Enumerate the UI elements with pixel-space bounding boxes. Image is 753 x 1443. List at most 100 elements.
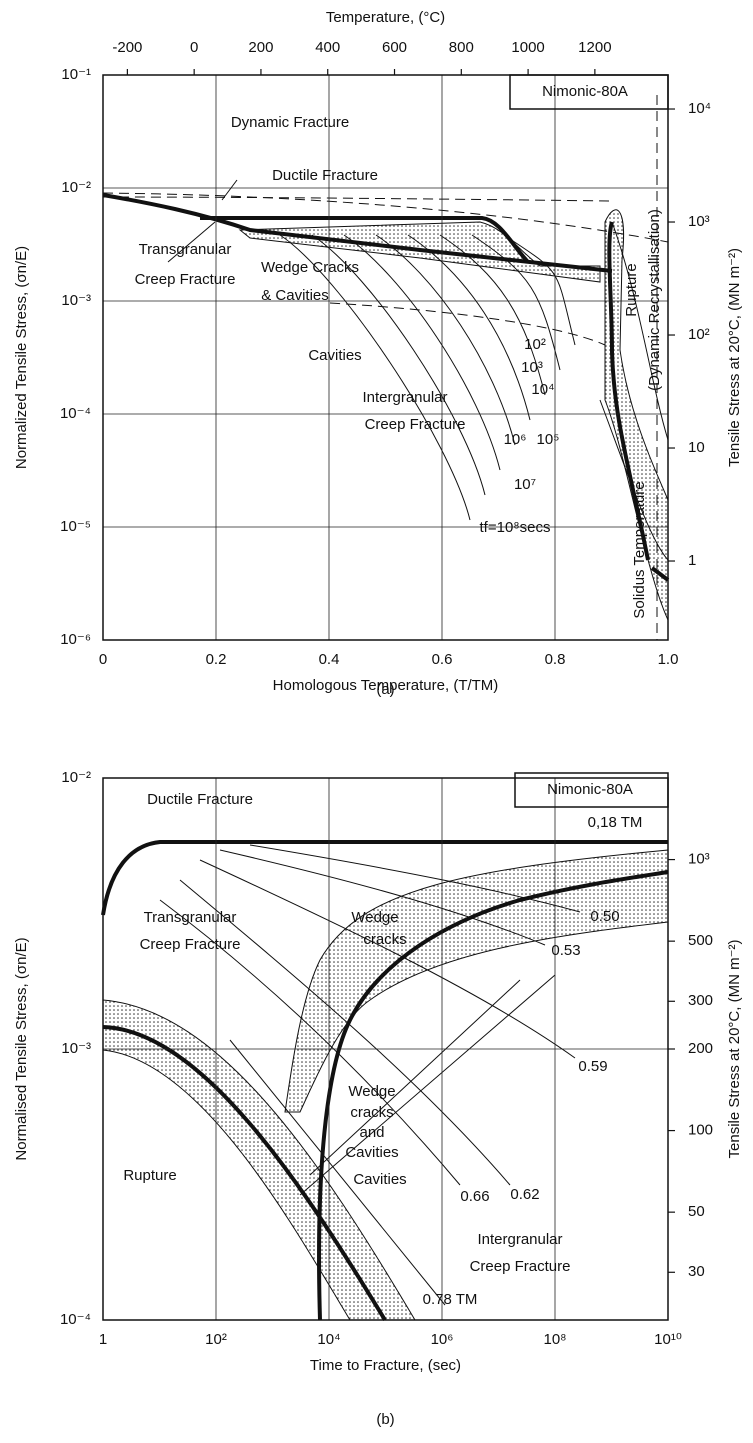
region-label: Creep Fracture (365, 416, 466, 433)
x-tick-label: 0.2 (206, 651, 227, 668)
x-axis-title: Time to Fracture, (sec) (310, 1357, 461, 1374)
x-tick-label: 1.0 (658, 651, 679, 668)
region-label: tf=10⁸secs (480, 519, 551, 536)
x2-tick-label: 0 (190, 39, 198, 56)
y-tick-label: 10⁻³ (61, 292, 91, 309)
x-tick-label: 10⁶ (431, 1331, 454, 1348)
region-label: Transgranular (139, 241, 232, 258)
region-label: 0.66 (460, 1188, 489, 1205)
region-label: 0.53 (551, 942, 580, 959)
mechanism-band (604, 209, 669, 621)
region-label: Wedge (351, 909, 398, 926)
y2-tick-label: 10⁴ (688, 100, 711, 117)
y-tick-label: 10⁻⁵ (60, 518, 91, 535)
y-tick-label: 10⁻² (61, 769, 91, 786)
region-label: Cavities (308, 347, 361, 364)
region-label: 10⁶ (504, 431, 527, 448)
y2-tick-label: 10 (688, 439, 705, 456)
boundary-line (200, 216, 530, 264)
x2-tick-label: -200 (112, 39, 142, 56)
x2-tick-label: 800 (449, 39, 474, 56)
region-label: 0.59 (578, 1058, 607, 1075)
region-label: cracks (363, 931, 406, 948)
y2-axis-title: Tensile Stress at 20°C, (MN m⁻²) (726, 248, 743, 467)
y2-tick-label: 10³ (688, 851, 710, 868)
region-label: Nimonic-80A (542, 83, 628, 100)
y2-tick-label: 30 (688, 1263, 705, 1280)
boundary-line (650, 566, 670, 582)
region-label: Ductile Fracture (272, 167, 378, 184)
region-label: Wedge Cracks (261, 259, 359, 276)
y2-tick-label: 100 (688, 1122, 713, 1139)
label-box (514, 772, 669, 808)
boundary-line (607, 221, 650, 561)
plot-frame (102, 74, 669, 641)
contour-line (279, 234, 471, 521)
boundary-line (317, 870, 669, 1321)
region-label: Creep Fracture (135, 271, 236, 288)
region-label: Wedge (348, 1083, 395, 1100)
region-label: Nimonic-80A (547, 781, 633, 798)
boundary-line (219, 849, 546, 946)
region-label: Ductile Fracture (147, 791, 253, 808)
plot-frame (102, 777, 669, 1321)
label-box (509, 74, 669, 110)
region-label: Intergranular (362, 389, 447, 406)
y-axis-title: Normalized Tensile Stress, (σn/E) (13, 246, 30, 469)
panel-label: (b) (376, 1411, 394, 1428)
boundary-line (102, 193, 613, 273)
y2-axis-title: Tensile Stress at 20°C, (MN m⁻²) (726, 940, 743, 1159)
x-tick-label: 1 (99, 1331, 107, 1348)
x2-tick-label: 200 (248, 39, 273, 56)
y2-tick-label: 200 (688, 1040, 713, 1057)
contour-line (439, 234, 546, 396)
boundary-line (249, 844, 581, 913)
boundary-line (167, 221, 216, 263)
region-label: Transgranular (144, 909, 237, 926)
panel-label: (a) (376, 681, 394, 698)
region-label: 10⁷ (514, 476, 536, 493)
region-label: and (359, 1124, 384, 1141)
region-label: 10³ (521, 359, 543, 376)
contour-line (343, 234, 501, 471)
boundary-line (101, 840, 668, 916)
y-tick-label: 10⁻² (61, 179, 91, 196)
region-label: 0,18 TM (588, 814, 643, 831)
boundary-line (102, 192, 669, 243)
y-axis-title: Normalised Tensile Stress, (σn/E) (13, 937, 30, 1160)
x2-tick-label: 600 (382, 39, 407, 56)
region-label: Solidus Temperature (631, 481, 648, 618)
mechanism-band (284, 849, 669, 1113)
region-label: & Cavities (261, 287, 329, 304)
y2-tick-label: 50 (688, 1203, 705, 1220)
boundary-line (199, 859, 576, 1059)
region-label: Cavities (353, 1171, 406, 1188)
region-label: 10² (524, 336, 546, 353)
y-tick-label: 10⁻⁴ (60, 1311, 91, 1328)
boundary-line (599, 399, 669, 561)
x-tick-label: 0.6 (432, 651, 453, 668)
region-label: Rupture (623, 263, 640, 316)
y-tick-label: 10⁻³ (61, 1040, 91, 1057)
y2-tick-label: 10² (688, 326, 710, 343)
y2-tick-label: 1 (688, 552, 696, 569)
x-tick-label: 10² (205, 1331, 227, 1348)
x-tick-label: 0.8 (545, 651, 566, 668)
contour-line (471, 234, 561, 371)
region-label: Creep Fracture (140, 936, 241, 953)
region-label: 0.50 (590, 908, 619, 925)
region-label: 0.78 TM (423, 1291, 478, 1308)
boundary-line (229, 1039, 446, 1306)
boundary-line (329, 302, 606, 346)
region-label: 10⁵ (537, 431, 560, 448)
y2-tick-label: 10³ (688, 213, 710, 230)
x-tick-label: 0 (99, 651, 107, 668)
region-label: Dynamic Fracture (231, 114, 349, 131)
x-tick-label: 10¹⁰ (654, 1331, 682, 1348)
region-label: 10⁴ (531, 381, 554, 398)
x-axis-title: Homologous Temperature, (T/TM) (273, 677, 499, 694)
boundary-line (102, 196, 611, 202)
y2-tick-label: 300 (688, 992, 713, 1009)
contour-line (407, 234, 531, 421)
y-tick-label: 10⁻¹ (61, 66, 91, 83)
